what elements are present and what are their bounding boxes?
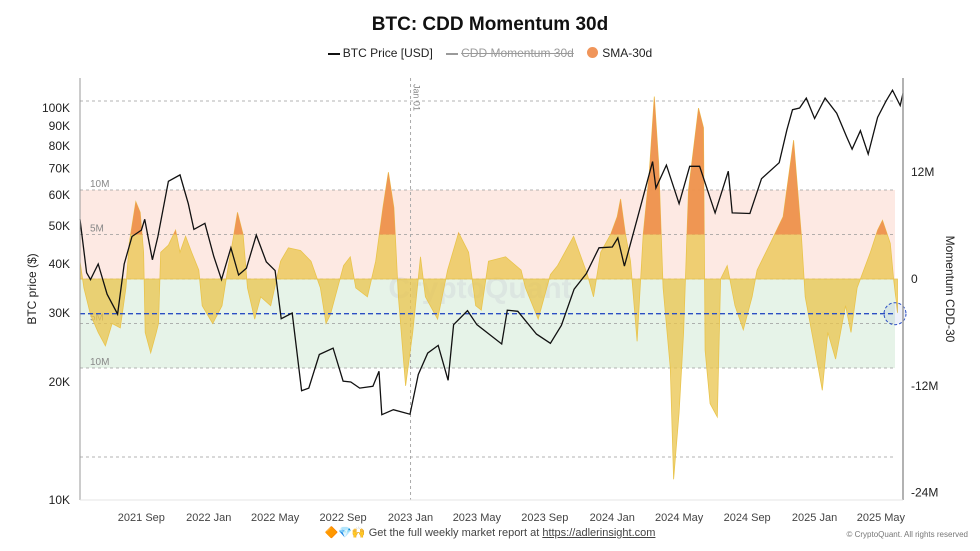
- band-label: 10M: [90, 179, 109, 190]
- x-tick-label: 2022 Jan: [186, 512, 231, 524]
- right-tick-label: -12M: [911, 379, 938, 393]
- x-tick-label: 2023 Sep: [521, 512, 568, 524]
- right-tick-label: 12M: [911, 165, 934, 179]
- footer-link[interactable]: https://adlerinsight.com: [542, 527, 656, 539]
- x-tick-label: 2023 May: [453, 512, 502, 524]
- left-tick-label: 100K: [42, 101, 70, 115]
- left-tick-label: 70K: [49, 162, 70, 176]
- left-tick-label: 60K: [49, 188, 70, 202]
- left-axis-title: BTC price ($): [25, 253, 39, 324]
- legend-item-cdd[interactable]: CDD Momentum 30d: [446, 46, 574, 60]
- x-tick-label: 2024 Jan: [590, 512, 635, 524]
- copyright: © CryptoQuant. All rights reserved: [846, 530, 969, 539]
- chart-title: BTC: CDD Momentum 30d: [371, 14, 609, 35]
- price-line: [79, 88, 904, 416]
- left-tick-label: 40K: [49, 257, 70, 271]
- x-tick-label: 2023 Jan: [388, 512, 433, 524]
- x-tick-label: 2024 Sep: [724, 512, 771, 524]
- x-tick-label: 2022 Sep: [320, 512, 367, 524]
- left-tick-label: 50K: [49, 219, 70, 233]
- legend: BTC Price [USD] CDD Momentum 30d SMA-30d: [0, 46, 980, 60]
- vertical-marker-label: Jan 01: [412, 84, 422, 111]
- legend-item-price[interactable]: BTC Price [USD]: [327, 46, 433, 60]
- band-label: 10M: [90, 357, 109, 368]
- momentum-area-high: [130, 96, 888, 235]
- footer: 🔶💎🙌 Get the full weekly market report at…: [0, 526, 980, 539]
- x-tick-label: 2024 May: [655, 512, 704, 524]
- line-swatch-icon: [446, 52, 459, 55]
- band-label: 5M: [90, 224, 104, 235]
- left-tick-label: 20K: [49, 375, 70, 389]
- x-tick-label: 2021 Sep: [118, 512, 165, 524]
- x-tick-label: 2022 May: [251, 512, 300, 524]
- line-swatch-icon: [327, 52, 340, 55]
- left-tick-label: 90K: [49, 119, 70, 133]
- left-tick-label: 80K: [49, 139, 70, 153]
- legend-item-sma[interactable]: SMA-30d: [587, 46, 652, 60]
- right-axis-title: Momentum CDD-30: [943, 236, 957, 343]
- x-tick-label: 2025 May: [857, 512, 906, 524]
- left-tick-label: 10K: [49, 493, 70, 507]
- x-tick-label: 2025 Jan: [792, 512, 837, 524]
- right-tick-label: 0: [911, 272, 918, 286]
- footer-text: Get the full weekly market report at: [368, 527, 540, 539]
- right-tick-label: -24M: [911, 486, 938, 500]
- highlight-circle: [883, 302, 907, 326]
- dot-swatch-icon: [587, 47, 599, 58]
- left-tick-label: 30K: [49, 306, 70, 320]
- footer-emoji: 🔶💎🙌: [324, 527, 366, 539]
